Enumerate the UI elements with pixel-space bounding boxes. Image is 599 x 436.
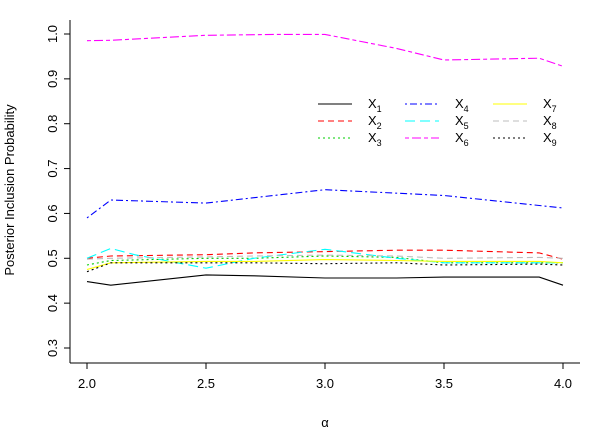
legend-label-x8: X8 bbox=[543, 113, 557, 131]
y-tick-label: 0.6 bbox=[45, 204, 60, 222]
y-tick-label: 0.5 bbox=[45, 249, 60, 267]
x-tick-label: 2.5 bbox=[197, 376, 215, 391]
x-tick-label: 4.0 bbox=[554, 376, 572, 391]
x-tick-label: 3.0 bbox=[316, 376, 334, 391]
x-axis-title: α bbox=[321, 415, 329, 430]
y-tick-label: 0.3 bbox=[45, 339, 60, 357]
y-tick-label: 0.4 bbox=[45, 294, 60, 312]
legend-label-x3: X3 bbox=[368, 130, 382, 148]
series-line-x5 bbox=[86, 247, 563, 269]
legend-label-x6: X6 bbox=[455, 130, 469, 148]
y-tick-label: 0.8 bbox=[45, 115, 60, 133]
y-tick-label: 0.7 bbox=[45, 160, 60, 178]
legend-label-x1: X1 bbox=[368, 96, 382, 114]
series-line-x4 bbox=[86, 189, 564, 219]
axes: 2.0 2.5 3.0 3.5 4.0 0.3 0.4 0.5 0.6 0.7 0.8 0.9 1.0 bbox=[45, 20, 580, 391]
series-line-x1 bbox=[86, 274, 564, 286]
legend-label-x7: X7 bbox=[543, 96, 557, 114]
x-tick-label: 3.5 bbox=[435, 376, 453, 391]
series-line-x8 bbox=[86, 254, 564, 260]
x-tick-label: 2.0 bbox=[78, 376, 96, 391]
y-tick-label: 0.9 bbox=[45, 70, 60, 88]
series-line-x6 bbox=[86, 33, 564, 67]
legend-label-x5: X5 bbox=[455, 113, 469, 131]
series-lines bbox=[86, 33, 564, 286]
series-line-x7 bbox=[86, 259, 564, 271]
legend-label-x4: X4 bbox=[455, 96, 469, 114]
y-axis-title: Posterior Inclusion Probability bbox=[2, 104, 17, 276]
series-line-x9 bbox=[86, 262, 564, 273]
series-line-x2 bbox=[86, 249, 564, 260]
legend-label-x2: X2 bbox=[368, 113, 382, 131]
legend-label-x9: X9 bbox=[543, 130, 557, 148]
y-tick-label: 1.0 bbox=[45, 25, 60, 43]
